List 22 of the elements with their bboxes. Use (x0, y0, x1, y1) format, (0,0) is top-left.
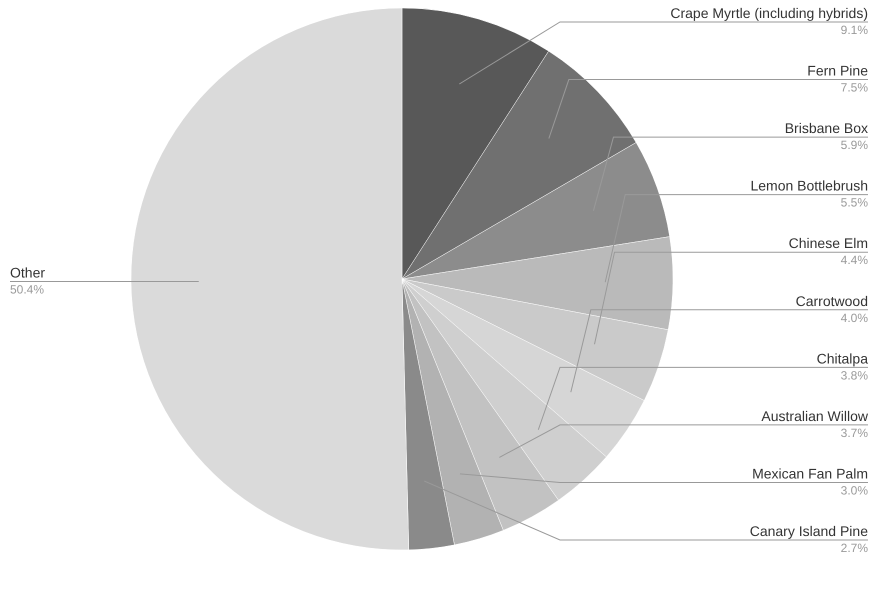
slice-label: Crape Myrtle (including hybrids) (670, 5, 868, 21)
data-label: 7.5% (840, 80, 868, 95)
data-label: 4.0% (840, 310, 868, 325)
slice-label: Australian Willow (761, 408, 869, 424)
data-label: 9.1% (840, 23, 868, 37)
slice-label: Chitalpa (816, 350, 868, 366)
data-label: 5.9% (840, 138, 868, 152)
slice-label: Carrotwood (796, 292, 868, 309)
data-label: 50.4% (10, 282, 44, 297)
slice-label: Mexican Fan Palm (752, 465, 868, 482)
data-label: 4.4% (840, 253, 868, 268)
data-label: 2.7% (840, 541, 868, 555)
slice-label: Fern Pine (807, 62, 868, 79)
slice-label: Canary Island Pine (750, 523, 868, 539)
data-label: 3.0% (840, 483, 868, 498)
slice-label: Brisbane Box (784, 120, 868, 136)
slice-label: Lemon Bottlebrush (750, 178, 868, 194)
data-label: 3.7% (840, 426, 868, 440)
slice-label: Other (10, 264, 46, 281)
data-label: 5.5% (840, 196, 868, 210)
slice-label: Chinese Elm (788, 235, 868, 252)
data-label: 3.8% (840, 368, 868, 382)
